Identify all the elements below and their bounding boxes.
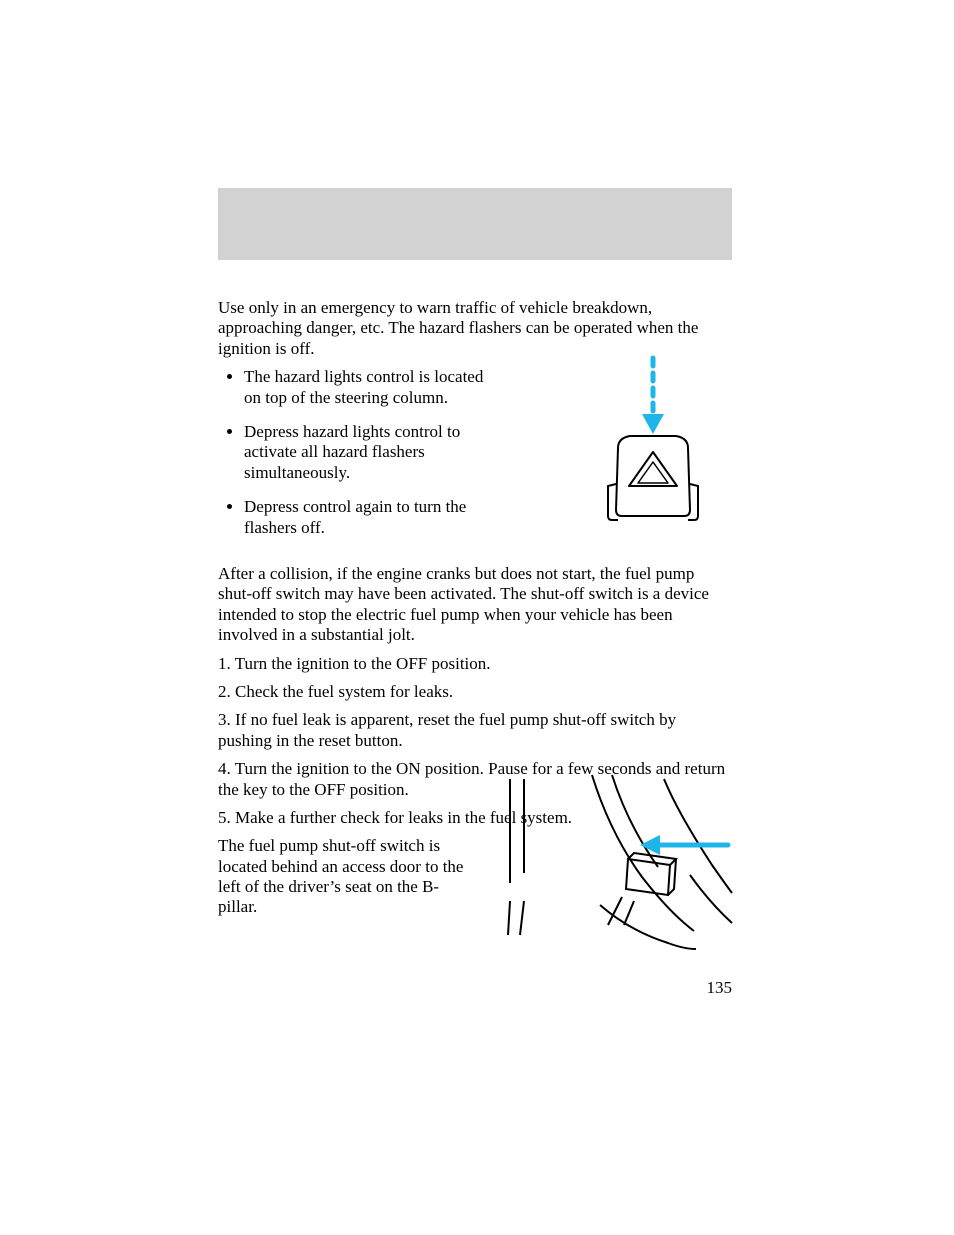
fuelpump-intro: After a collision, if the engine cranks … [218,564,732,646]
header-band [218,188,732,260]
fuelpump-step-3: 3. If no fuel leak is apparent, reset th… [218,710,732,751]
hazard-button-outline [616,436,690,516]
fuelpump-step-1: 1. Turn the ignition to the OFF position… [218,654,732,674]
arrow-head-2-icon [640,835,660,855]
bpillar-figure [480,773,740,953]
hazard-bullet-1: The hazard lights control is located on … [244,367,504,408]
arrow-head-icon [642,414,664,434]
bpillar-line-4 [520,901,524,935]
bpillar-curve-4 [690,875,732,923]
bpillar-curve-1 [592,775,694,931]
warning-triangle-outer-icon [629,452,677,486]
bpillar-line-3 [508,901,510,935]
fuelpump-step-2: 2. Check the fuel system for leaks. [218,682,732,702]
bpillar-hatch-2 [624,901,634,925]
hazard-bullet-2: Depress hazard lights control to activat… [244,422,504,483]
hazard-switch-figure [558,352,728,532]
fuelpump-location: The fuel pump shut-off switch is located… [218,836,478,918]
bpillar-svg [480,773,740,953]
hazard-bullet-3: Depress control again to turn the flashe… [244,497,504,538]
hazard-intro: Use only in an emergency to warn traffic… [218,298,732,359]
page-number: 135 [707,978,733,998]
hazard-switch-svg [558,352,728,532]
